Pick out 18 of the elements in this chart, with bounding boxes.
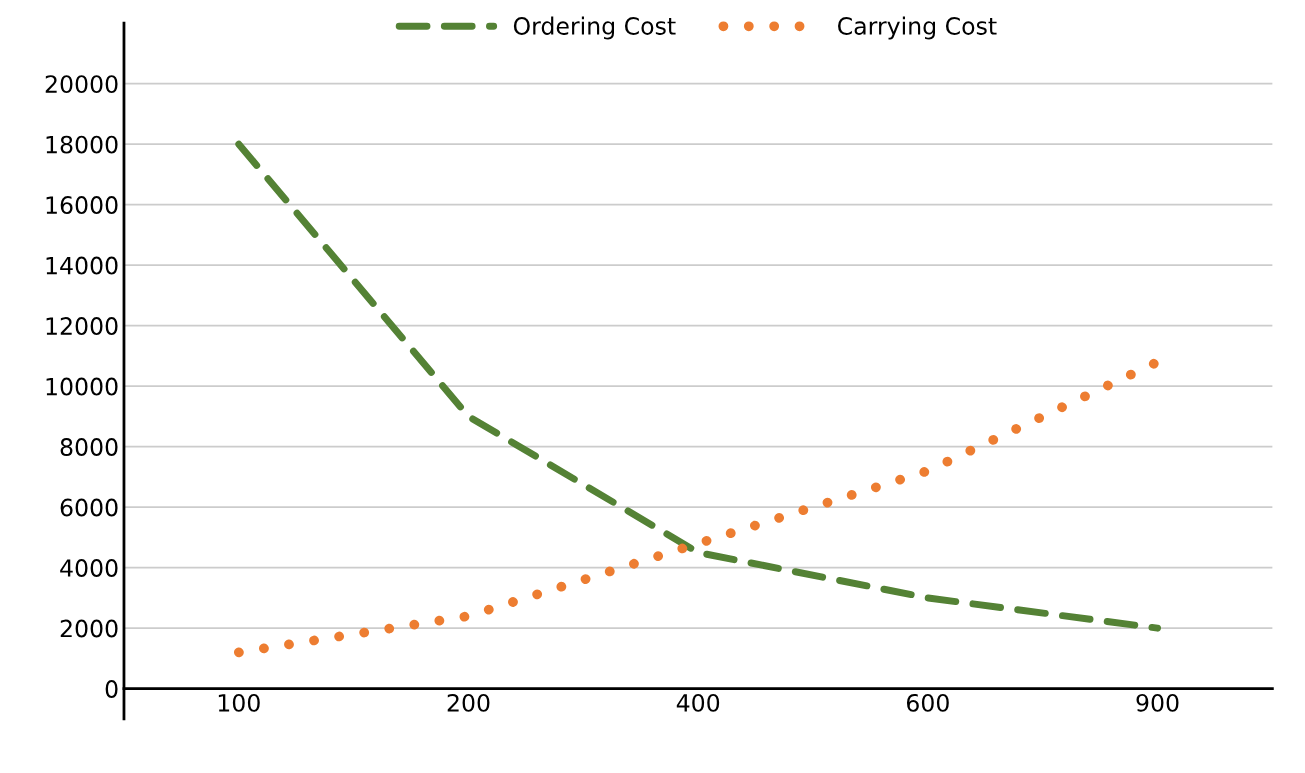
x-tick-label: 100 — [218, 693, 260, 712]
y-tick-label: 18000 — [46, 135, 118, 154]
y-tick-label: 2000 — [60, 619, 118, 638]
legend-label: Carrying Cost — [838, 16, 997, 40]
x-tick-label: 600 — [906, 693, 949, 712]
x-tick-label: 900 — [1136, 693, 1179, 712]
y-tick-label: 4000 — [60, 559, 118, 577]
y-tick-label: 10000 — [46, 377, 118, 396]
y-tick-label: 6000 — [60, 498, 118, 517]
y-tick-label: 12000 — [46, 317, 118, 335]
y-tick-label: 16000 — [46, 196, 118, 214]
x-tick-label: 200 — [447, 693, 490, 712]
y-tick-label: 14000 — [46, 256, 118, 275]
y-tick-label: 20000 — [45, 75, 118, 93]
y-tick-label: 0 — [105, 680, 118, 698]
legend-label: Ordering Cost — [513, 16, 676, 40]
x-tick-label: 400 — [676, 693, 720, 712]
y-tick-label: 8000 — [60, 438, 118, 456]
